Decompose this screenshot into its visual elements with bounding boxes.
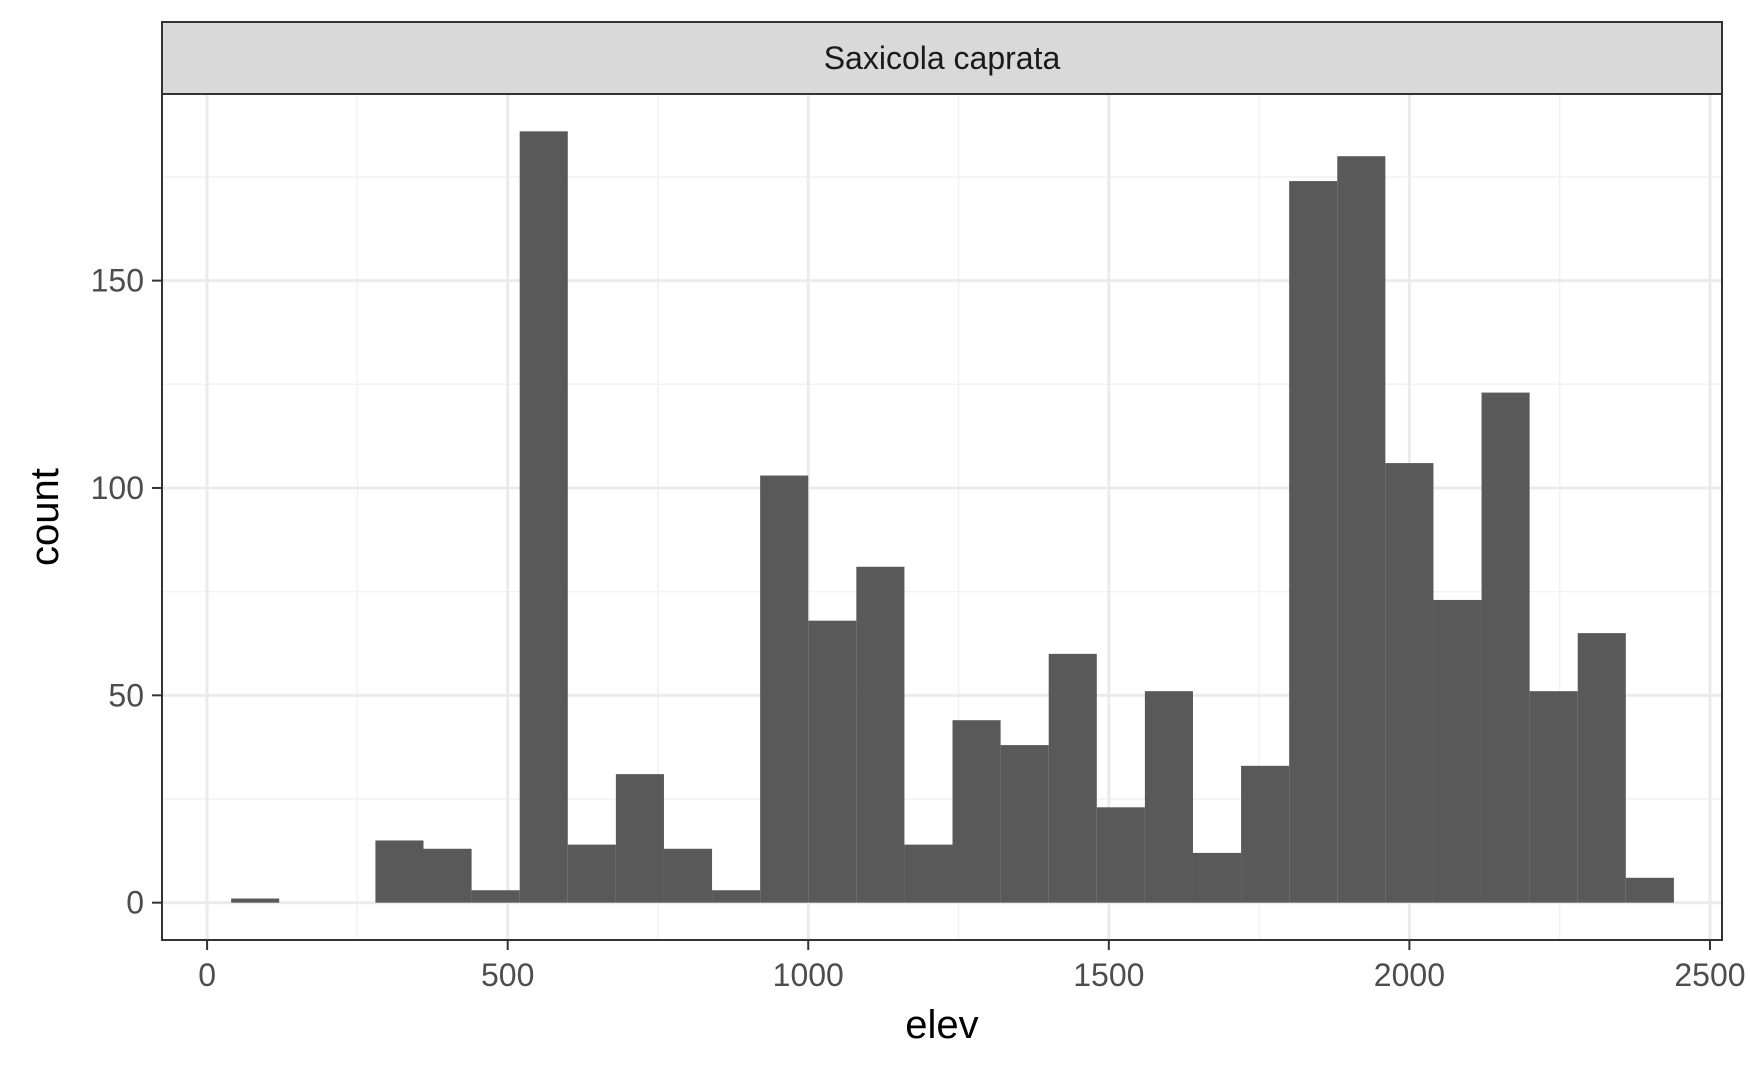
histogram-bar (375, 840, 424, 903)
facet-strip-background (161, 21, 1723, 95)
histogram-bar (615, 774, 664, 903)
x-tick-label: 0 (198, 957, 216, 993)
histogram-bar (1289, 181, 1338, 903)
x-tick-label: 2000 (1374, 957, 1445, 993)
histogram-bar (1144, 691, 1193, 903)
y-tick-label: 150 (91, 263, 144, 299)
histogram-bar (1529, 691, 1578, 903)
histogram-bar (1337, 156, 1386, 903)
histogram-bar (1048, 653, 1097, 903)
histogram-bar (952, 720, 1001, 903)
y-tick-label: 50 (108, 677, 144, 713)
x-axis-title: elev (905, 1003, 978, 1047)
histogram-bar (1625, 877, 1674, 903)
histogram-bars (231, 131, 1674, 903)
y-axis: 0 50 100 150 (91, 263, 162, 921)
histogram-bar (1481, 392, 1530, 903)
y-tick-label: 0 (126, 885, 144, 921)
y-axis-title: count (23, 468, 67, 566)
histogram-bar (808, 620, 857, 903)
histogram-bar (1096, 807, 1145, 903)
histogram-bar (1577, 633, 1626, 903)
x-axis: 0 500 1000 1500 2000 2500 (198, 940, 1746, 993)
histogram-bar (471, 890, 520, 903)
histogram-bar (1000, 745, 1049, 903)
x-tick-label: 2500 (1674, 957, 1745, 993)
x-tick-label: 500 (481, 957, 534, 993)
histogram-bar (663, 848, 713, 903)
histogram-bar (567, 844, 616, 903)
histogram-bar (712, 890, 761, 903)
histogram-bar (1192, 852, 1242, 903)
histogram-bar (760, 475, 809, 903)
histogram-bar (519, 131, 568, 903)
histogram-bar (1433, 599, 1482, 903)
facet-strip: Saxicola caprata (161, 21, 1723, 95)
x-tick-label: 1500 (1073, 957, 1144, 993)
y-tick-label: 100 (91, 470, 144, 506)
histogram-bar (856, 566, 905, 903)
histogram-bar (423, 848, 472, 903)
histogram-bar (1385, 463, 1434, 903)
x-tick-label: 1000 (773, 957, 844, 993)
facet-strip-label: Saxicola caprata (824, 40, 1061, 76)
histogram-bar (231, 898, 280, 903)
histogram-bar (1241, 765, 1290, 903)
histogram-bar (904, 844, 953, 903)
